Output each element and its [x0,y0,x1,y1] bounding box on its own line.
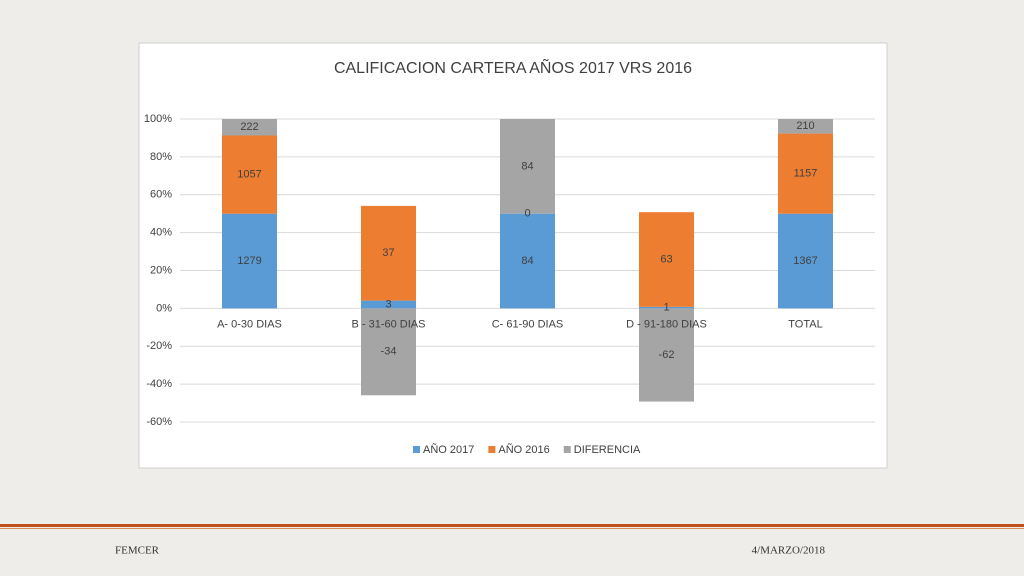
data-label: 1279 [237,255,261,267]
data-label: -34 [381,346,397,358]
bar-segment [778,133,833,214]
footer-stripe [0,524,1024,527]
bar-segment [639,306,694,309]
bar-segment [361,300,416,309]
footer-stripe-thin [0,528,1024,529]
x-tick-label: C- 61-90 DIAS [492,318,564,330]
x-tick-label: A- 0-30 DIAS [217,318,282,330]
legend-swatch [413,446,420,453]
bar-segment [222,213,277,309]
bar-segment [500,213,555,309]
y-tick-label: 60% [150,189,172,201]
y-tick-label: 20% [150,264,172,276]
x-tick-label: B - 31-60 DIAS [352,318,426,330]
bar-segment [778,119,833,134]
y-tick-label: 100% [144,113,172,125]
y-tick-label: -40% [146,378,172,390]
legend-label: DIFERENCIA [574,444,641,456]
data-label: 84 [521,255,533,267]
bar-segment [361,308,416,396]
data-label: 84 [521,160,533,172]
data-label: 1367 [793,255,817,267]
y-tick-label: 40% [150,227,172,239]
legend-label: AÑO 2017 [423,443,474,456]
bar-segment [500,119,555,214]
data-label: 1157 [794,168,818,180]
bar-segment [639,212,694,307]
x-tick-label: TOTAL [788,318,822,330]
y-tick-label: 80% [150,151,172,163]
data-label: -62 [659,349,675,361]
bar-segment [222,135,277,214]
y-tick-label: -60% [146,416,172,428]
y-tick-label: 0% [156,302,172,314]
data-label: 1057 [237,168,261,180]
y-tick-label: -20% [146,340,172,352]
bar-segment [639,308,694,402]
bar-segment [222,119,277,136]
data-label: 0 [524,208,530,220]
chart-title: CALIFICACION CARTERA AÑOS 2017 VRS 2016 [334,57,692,77]
data-label: 222 [240,121,258,133]
data-label: 1 [663,302,669,314]
bar-segment [361,205,416,301]
footer-right: 4/MARZO/2018 [752,545,826,557]
legend-label: AÑO 2016 [498,443,549,456]
data-label: 63 [660,253,672,265]
x-tick-label: D - 91-180 DIAS [626,318,707,330]
legend-swatch [488,446,496,453]
bar-segment [778,213,833,309]
data-label: 3 [385,298,391,310]
data-label: 210 [796,120,814,132]
legend-swatch [563,446,571,453]
footer-left: FEMCER [115,545,160,557]
data-label: 37 [382,247,394,259]
